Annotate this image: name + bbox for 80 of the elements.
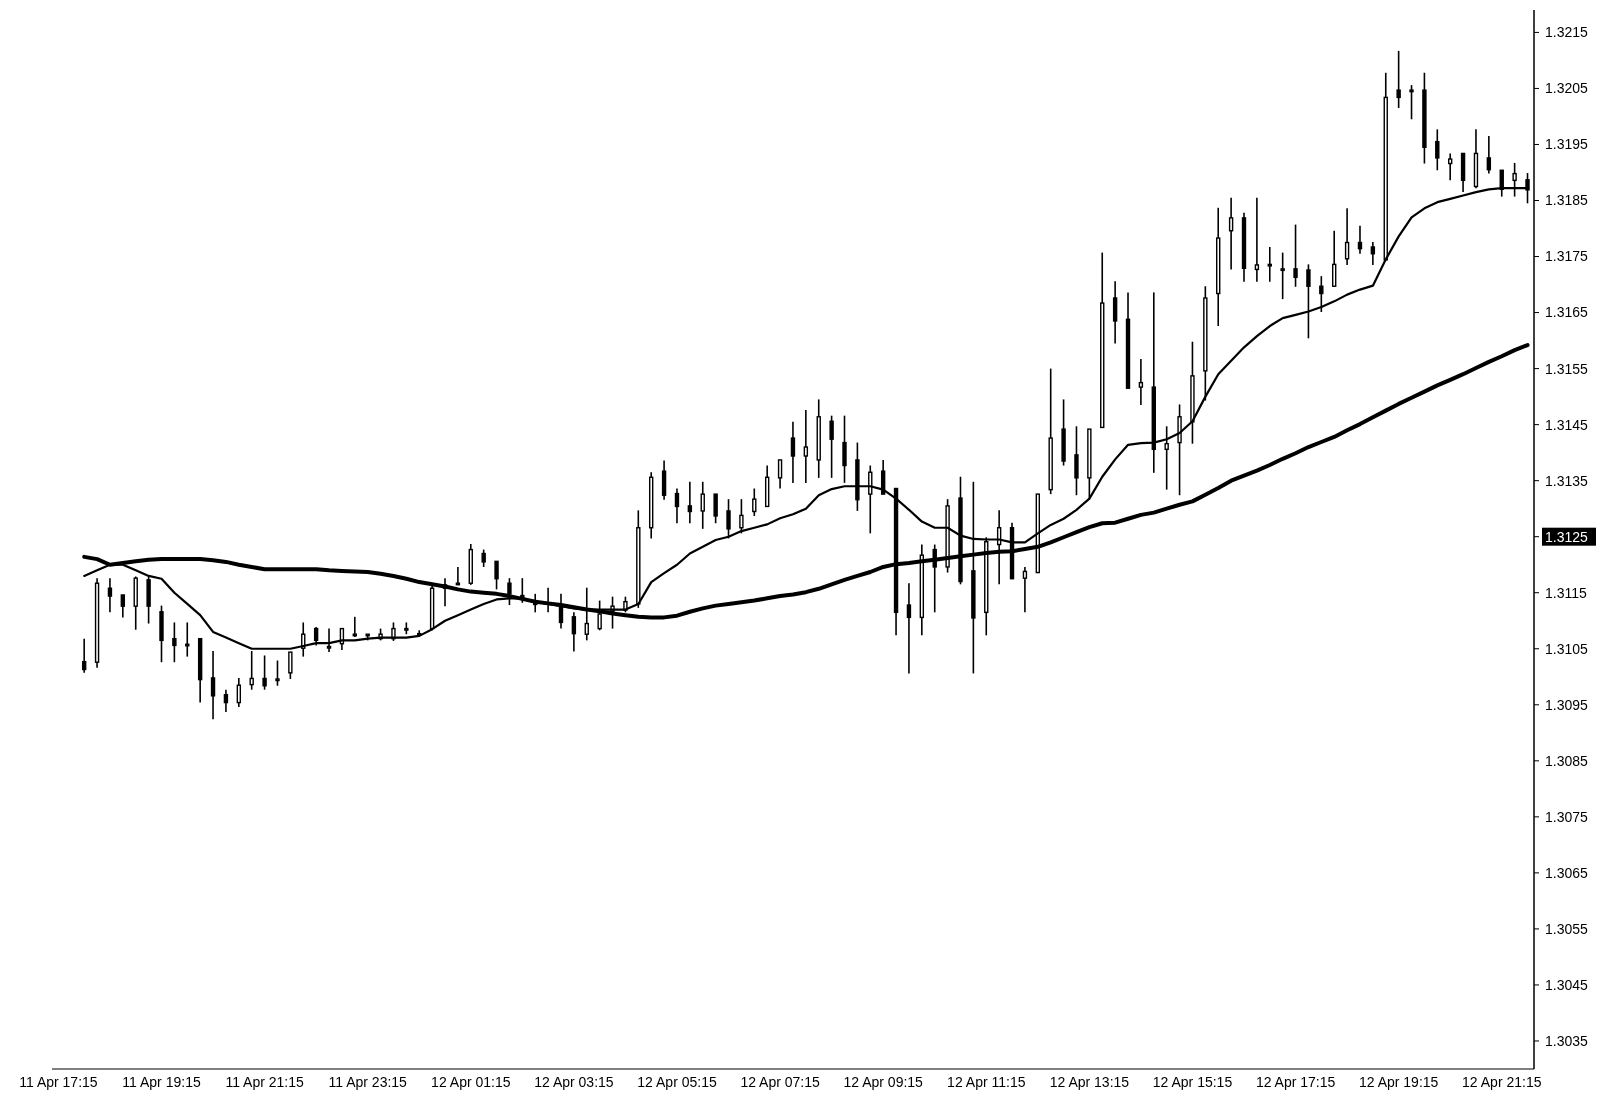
y-tick-label: 1.3165 [1545, 304, 1589, 321]
candlestick [739, 498, 744, 535]
candlestick [81, 637, 87, 674]
x-tick-label: 12 Apr 15:15 [1152, 1073, 1233, 1090]
candlestick [687, 480, 693, 525]
candlestick [1280, 251, 1285, 300]
x-tick-label: 12 Apr 01:15 [431, 1073, 511, 1090]
candlestick [1447, 152, 1453, 182]
candlestick [1409, 84, 1414, 121]
y-tick-label: 1.3205 [1545, 80, 1589, 97]
candlestick [1022, 566, 1028, 614]
y-tick-label: 1.3035 [1545, 1032, 1589, 1049]
candlestick [236, 677, 242, 708]
candlestick [1267, 246, 1272, 283]
candlestick [1370, 241, 1376, 266]
candlestick [752, 487, 757, 517]
candlestick [275, 659, 280, 687]
candlestick [223, 688, 229, 713]
candlestick [1396, 50, 1401, 109]
candlestick [1228, 196, 1234, 271]
y-tick-label: 1.3145 [1545, 416, 1589, 433]
candlestick [262, 654, 267, 691]
x-tick-label: 12 Apr 17:15 [1255, 1073, 1336, 1090]
candlestick [507, 577, 512, 606]
candlestick [842, 414, 847, 484]
y-tick-label: 1.3125 [1545, 528, 1589, 545]
y-tick-label: 1.3085 [1545, 752, 1589, 769]
candlestick [777, 459, 783, 490]
y-tick-label: 1.3185 [1545, 192, 1589, 209]
candlestick [1293, 223, 1298, 288]
candlestick [1319, 275, 1324, 313]
x-tick-label: 12 Apr 07:15 [740, 1073, 821, 1090]
y-tick-label: 1.3115 [1545, 584, 1587, 601]
candlestick [107, 577, 113, 614]
candlestick [1254, 196, 1260, 283]
y-tick-label: 1.3045 [1545, 976, 1589, 993]
candlestick [1138, 358, 1144, 406]
x-tick-label: 12 Apr 13:15 [1049, 1073, 1130, 1090]
x-tick-label: 12 Apr 03:15 [534, 1073, 614, 1090]
y-tick-label: 1.3075 [1545, 808, 1589, 825]
x-tick-label: 11 Apr 19:15 [122, 1073, 201, 1090]
y-tick-label: 1.3055 [1545, 920, 1589, 937]
candlestick [172, 621, 177, 664]
y-tick-label: 1.3195 [1545, 136, 1589, 153]
x-tick-label: 11 Apr 21:15 [225, 1073, 305, 1090]
candlestick [120, 594, 126, 619]
candlestick [1357, 224, 1363, 255]
candlestick [313, 626, 319, 647]
candlestick [1332, 229, 1337, 288]
candlestick [1112, 280, 1118, 345]
y-tick-label: 1.3095 [1545, 696, 1589, 713]
candlestick [1306, 263, 1311, 340]
candlestick [1486, 135, 1492, 175]
candlestick [829, 414, 834, 479]
x-tick-label: 12 Apr 05:15 [637, 1073, 717, 1090]
y-tick-label: 1.3215 [1545, 24, 1589, 41]
y-tick-label: 1.3175 [1545, 248, 1589, 265]
x-tick-label: 11 Apr 23:15 [328, 1073, 408, 1090]
candlestick [1435, 128, 1440, 172]
candlestick [700, 480, 705, 530]
candlestick [906, 582, 912, 675]
candlestick [803, 409, 809, 484]
x-tick-label: 11 Apr 17:15 [19, 1073, 98, 1090]
x-tick-label: 12 Apr 09:15 [843, 1073, 924, 1090]
x-tick-label: 12 Apr 11:15 [947, 1073, 1026, 1090]
y-tick-label: 1.3065 [1545, 864, 1589, 881]
x-tick-label: 12 Apr 21:15 [1462, 1073, 1542, 1090]
candlestick [790, 421, 796, 484]
x-tick-label: 12 Apr 19:15 [1358, 1073, 1439, 1090]
candlestick [674, 487, 680, 525]
y-tick-label: 1.3135 [1545, 472, 1589, 489]
candlestick [571, 611, 577, 653]
candlestick [713, 493, 718, 525]
candlestick [210, 650, 216, 721]
y-tick-label: 1.3155 [1545, 360, 1589, 377]
candlestick [494, 560, 499, 591]
candlestick [352, 616, 357, 638]
candlestick [1074, 425, 1079, 497]
candlestick [1164, 425, 1169, 491]
y-tick-label: 1.3105 [1545, 640, 1589, 657]
